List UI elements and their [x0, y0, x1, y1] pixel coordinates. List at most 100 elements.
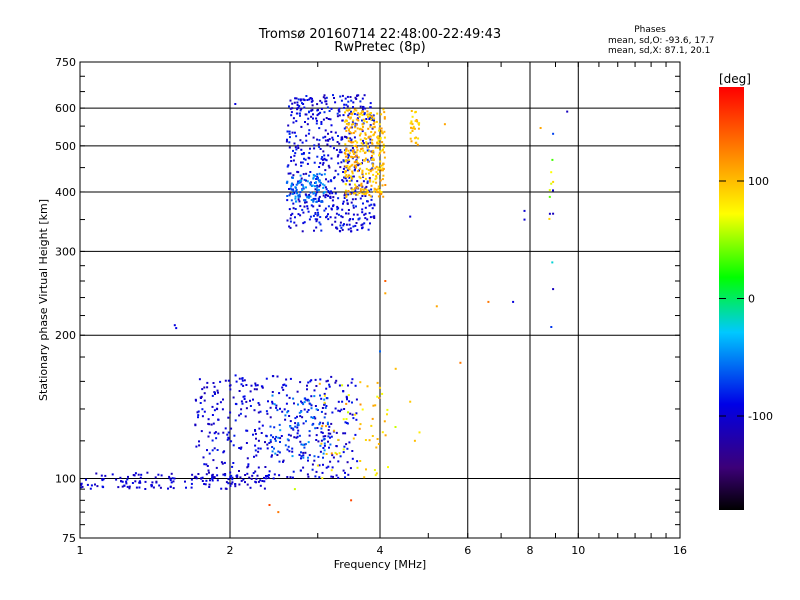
data-point — [271, 402, 274, 405]
data-point — [308, 434, 311, 437]
data-point — [207, 422, 210, 425]
data-point — [349, 467, 352, 470]
data-point — [302, 211, 305, 214]
data-point — [352, 141, 355, 144]
data-point — [300, 177, 303, 180]
data-point — [302, 443, 305, 446]
data-point — [155, 480, 158, 483]
data-point — [292, 470, 295, 473]
data-point — [323, 444, 326, 447]
data-point — [364, 157, 367, 160]
data-point — [190, 478, 193, 481]
data-point — [367, 189, 370, 192]
data-point — [332, 456, 335, 459]
data-point — [317, 177, 319, 179]
data-point — [435, 305, 438, 308]
data-point — [346, 169, 349, 172]
data-point — [360, 112, 363, 115]
data-point — [345, 122, 348, 125]
data-point — [363, 476, 366, 479]
data-point — [352, 110, 355, 113]
data-point — [336, 115, 339, 118]
data-point — [195, 445, 198, 448]
data-point — [100, 474, 103, 477]
data-point — [326, 215, 328, 218]
data-point — [217, 391, 219, 394]
data-point — [313, 144, 316, 147]
data-point — [323, 442, 326, 445]
data-point — [212, 422, 215, 425]
data-point — [373, 217, 376, 219]
data-point — [338, 151, 341, 154]
data-point — [266, 412, 269, 415]
data-point — [314, 181, 317, 184]
data-point — [324, 100, 327, 103]
data-point — [341, 216, 344, 219]
data-point — [306, 388, 308, 391]
data-point — [359, 177, 362, 180]
data-point — [212, 382, 215, 384]
data-point — [111, 473, 114, 476]
data-point — [200, 395, 203, 398]
data-point — [331, 466, 334, 469]
data-point — [308, 174, 311, 177]
data-point — [285, 378, 288, 381]
data-point — [327, 191, 330, 193]
data-point — [327, 429, 330, 431]
data-point — [291, 192, 294, 195]
data-point — [208, 452, 211, 455]
data-point — [324, 169, 327, 172]
data-point — [293, 154, 296, 157]
data-point — [287, 445, 290, 448]
data-point — [214, 431, 217, 434]
data-point — [354, 183, 356, 186]
data-point — [307, 210, 310, 213]
data-point — [350, 112, 353, 115]
data-point — [358, 134, 361, 137]
data-point — [318, 180, 321, 183]
data-point — [252, 472, 255, 474]
data-point — [308, 152, 311, 154]
data-point — [286, 448, 289, 451]
data-point — [355, 412, 358, 415]
data-point — [350, 132, 353, 135]
grid-lines — [80, 62, 680, 538]
data-point — [356, 193, 359, 196]
data-point — [340, 408, 343, 411]
data-point — [295, 135, 298, 138]
data-point — [330, 422, 333, 425]
data-point — [184, 480, 186, 483]
data-point — [373, 215, 376, 218]
data-point — [285, 402, 288, 405]
data-point — [290, 427, 293, 430]
data-point — [327, 432, 330, 435]
data-point — [338, 452, 341, 455]
data-point — [361, 108, 364, 111]
data-point — [368, 194, 371, 196]
data-point — [297, 403, 299, 406]
data-point — [548, 212, 551, 215]
data-point — [362, 175, 365, 178]
data-point — [289, 226, 292, 229]
data-point — [381, 167, 384, 170]
data-point — [328, 138, 331, 141]
data-point — [213, 409, 216, 412]
data-point — [417, 137, 420, 140]
data-point — [257, 447, 260, 450]
data-point — [206, 381, 209, 384]
data-point — [264, 441, 266, 444]
data-point — [315, 226, 318, 229]
data-point — [309, 380, 312, 383]
data-point — [370, 424, 373, 427]
data-point — [340, 226, 343, 229]
data-point — [271, 400, 274, 403]
data-point — [386, 408, 389, 411]
data-point — [359, 403, 362, 406]
y-tick-label: 600 — [55, 102, 76, 115]
data-point — [353, 108, 356, 111]
data-point — [331, 454, 334, 457]
data-point — [294, 208, 297, 210]
data-point — [359, 184, 362, 187]
data-point — [238, 483, 241, 486]
